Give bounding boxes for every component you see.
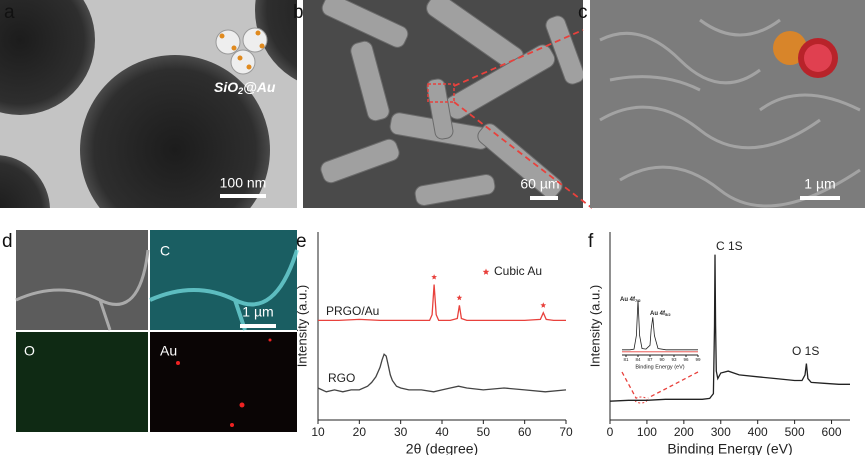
sem-image: 60 µm <box>303 0 583 208</box>
panel-label: d <box>2 231 13 252</box>
x-tick-label: 400 <box>748 425 768 439</box>
tem-image: SiO2@Au 100 nm <box>0 0 297 208</box>
x-tick-label: 96 <box>683 357 689 362</box>
peak-label-sub: 7/2 <box>635 298 641 303</box>
x-tick-label: 100 <box>637 425 657 439</box>
peak-label: C 1S <box>716 239 743 253</box>
x-tick-label: 200 <box>674 425 694 439</box>
x-tick-label: 20 <box>353 425 367 439</box>
scale-label: 60 µm <box>520 176 559 192</box>
star-marker <box>540 302 547 308</box>
panel-label: a <box>4 2 15 23</box>
x-tick-label: 10 <box>311 425 325 439</box>
star-marker <box>456 294 463 301</box>
scale-bar <box>530 196 558 200</box>
y-axis-label: Intensity (a.u.) <box>294 285 309 367</box>
zoom-line <box>453 101 593 209</box>
series-line <box>318 284 566 322</box>
x-tick-label: 60 <box>518 425 532 439</box>
x-axis-label: 2θ (degree) <box>406 441 478 455</box>
legend-label: Cubic Au <box>494 264 542 278</box>
y-axis-label: Intensity (a.u.) <box>587 285 602 367</box>
panel-label: c <box>578 2 588 23</box>
zoom-box <box>427 83 455 103</box>
map-label: Au <box>160 343 177 359</box>
star-marker <box>431 274 437 280</box>
x-tick-label: 300 <box>711 425 731 439</box>
zoom-line <box>453 29 584 87</box>
x-tick-label: 81 <box>623 357 629 362</box>
eds-maps: C O Au 1 µm <box>15 230 299 432</box>
series-label: RGO <box>328 371 355 385</box>
x-tick-label: 90 <box>659 357 665 362</box>
inset-callout <box>647 371 699 399</box>
x-tick-label: 93 <box>671 357 677 362</box>
series-line <box>317 353 567 393</box>
x-tick-label: 87 <box>647 357 653 362</box>
panel-label: e <box>296 231 307 252</box>
x-axis-label: Binding Energy (eV) <box>667 441 792 455</box>
panel-label: b <box>293 2 304 23</box>
star-marker <box>482 268 490 275</box>
peak-label-main: Au 4f <box>650 311 666 317</box>
scale-label: 100 nm <box>220 175 267 191</box>
inset-background <box>616 282 704 374</box>
x-tick-label: 600 <box>822 425 842 439</box>
x-tick-label: 40 <box>435 425 449 439</box>
scale-bar <box>220 194 266 198</box>
x-tick-label: 500 <box>785 425 805 439</box>
inset-label: SiO2@Au <box>214 79 276 97</box>
series-line <box>622 299 698 351</box>
panel-label: f <box>588 231 594 252</box>
pomegranate-icon <box>773 31 838 78</box>
peak-label-main: Au 4f <box>620 297 636 303</box>
x-tick-label: 0 <box>607 425 614 439</box>
scale-label: 1 µm <box>804 176 835 192</box>
x-tick-label: 84 <box>635 357 641 362</box>
x-tick-label: 30 <box>394 425 408 439</box>
series-line <box>609 254 850 402</box>
map-label: C <box>160 243 170 259</box>
map-label: O <box>24 343 35 359</box>
x-tick-label: 50 <box>477 425 491 439</box>
scale-bar <box>240 324 276 328</box>
x-axis-label: Binding Energy (eV) <box>635 364 684 370</box>
sem-image: 1 µm <box>590 0 865 208</box>
sphere-icon <box>215 27 268 75</box>
peak-label: Au 4f5/2 <box>650 311 671 317</box>
x-tick-label: 99 <box>695 357 701 362</box>
scale-label: 1 µm <box>242 304 273 320</box>
x-tick-label: 70 <box>559 425 573 439</box>
series-label: PRGO/Au <box>326 304 379 318</box>
inset-callout <box>621 371 637 399</box>
peak-label-sub: 5/2 <box>665 312 671 317</box>
scale-bar <box>800 196 840 200</box>
peak-label: Au 4f7/2 <box>620 297 641 303</box>
peak-label: O 1S <box>792 344 819 358</box>
